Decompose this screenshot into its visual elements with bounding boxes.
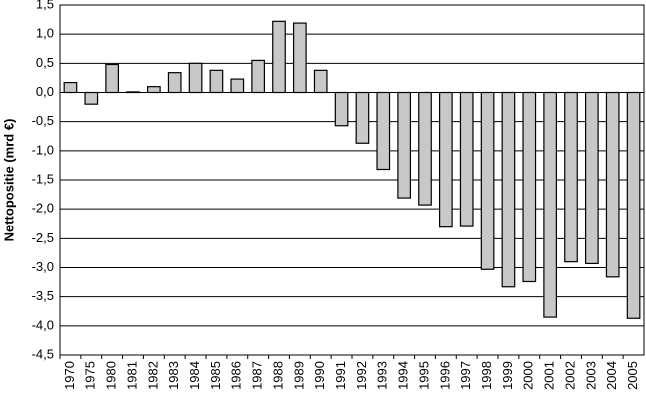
bar bbox=[459, 91, 474, 227]
x-tick-label: 2000 bbox=[521, 361, 536, 390]
bar bbox=[418, 91, 432, 206]
x-tick-label: 1994 bbox=[396, 361, 411, 390]
bar bbox=[209, 69, 224, 94]
bar bbox=[313, 69, 328, 94]
bar bbox=[439, 91, 453, 228]
y-tick-label: 0,0 bbox=[36, 84, 54, 99]
x-tick-label: 1991 bbox=[333, 361, 348, 390]
bar bbox=[188, 62, 203, 94]
y-tick-label: -2,0 bbox=[32, 201, 54, 216]
x-tick-label: 1990 bbox=[312, 361, 327, 390]
bar bbox=[126, 91, 140, 94]
y-tick-label: -2,5 bbox=[32, 230, 54, 245]
bar bbox=[543, 91, 558, 318]
bar bbox=[167, 72, 182, 94]
x-tick-label: 1993 bbox=[375, 361, 390, 390]
y-tick-label: 1,0 bbox=[36, 26, 54, 41]
y-tick-label: -1,0 bbox=[32, 142, 54, 157]
bar bbox=[147, 86, 161, 94]
bar bbox=[84, 91, 99, 105]
x-tick-label: 1970 bbox=[62, 361, 77, 390]
bar bbox=[230, 78, 245, 94]
bar bbox=[522, 91, 537, 283]
bar bbox=[605, 91, 620, 278]
bar bbox=[293, 22, 307, 94]
x-tick-label: 1995 bbox=[416, 361, 431, 390]
x-tick-label: 1999 bbox=[500, 361, 515, 390]
x-tick-label: 1975 bbox=[83, 361, 98, 390]
x-tick-label: 2005 bbox=[625, 361, 640, 390]
bar bbox=[480, 91, 495, 270]
x-tick-label: 1980 bbox=[104, 361, 119, 390]
y-tick-label: -1,5 bbox=[32, 171, 54, 186]
bar bbox=[376, 91, 391, 171]
bar bbox=[584, 91, 599, 265]
x-tick-label: 1996 bbox=[437, 361, 452, 390]
x-tick-label: 1981 bbox=[124, 361, 139, 390]
y-tick-label: -0,5 bbox=[32, 113, 54, 128]
y-tick-label: 0,5 bbox=[36, 55, 54, 70]
x-tick-label: 2003 bbox=[583, 361, 598, 390]
bar bbox=[251, 59, 265, 94]
x-tick-label: 1984 bbox=[187, 361, 202, 390]
bar bbox=[105, 63, 119, 94]
x-tick-label: 1987 bbox=[250, 361, 265, 390]
bar bbox=[501, 91, 516, 288]
x-tick-label: 1989 bbox=[291, 361, 306, 390]
x-tick-label: 1982 bbox=[145, 361, 160, 390]
x-tick-label: 2001 bbox=[542, 361, 557, 390]
x-tick-label: 1997 bbox=[458, 361, 473, 390]
x-tick-label: 1983 bbox=[166, 361, 181, 390]
bar bbox=[626, 91, 641, 319]
bar bbox=[355, 91, 370, 144]
y-tick-label: -3,5 bbox=[32, 288, 54, 303]
bar bbox=[63, 81, 78, 94]
x-tick-label: 1992 bbox=[354, 361, 369, 390]
y-tick-label: 1,5 bbox=[36, 0, 54, 11]
bar bbox=[272, 20, 286, 94]
x-tick-label: 1998 bbox=[479, 361, 494, 390]
y-axis-label: Nettopositie (mrd €) bbox=[1, 119, 16, 242]
bar bbox=[334, 91, 349, 127]
x-tick-label: 2004 bbox=[604, 361, 619, 390]
x-tick-label: 2002 bbox=[562, 361, 577, 390]
x-tick-label: 1988 bbox=[270, 361, 285, 390]
y-tick-label: -3,0 bbox=[32, 259, 54, 274]
y-tick-label: -4,5 bbox=[32, 346, 54, 361]
bar bbox=[397, 91, 411, 199]
bar bbox=[564, 91, 578, 263]
x-tick-label: 1985 bbox=[208, 361, 223, 390]
y-tick-label: -4,0 bbox=[32, 317, 54, 332]
x-tick-label: 1986 bbox=[229, 361, 244, 390]
